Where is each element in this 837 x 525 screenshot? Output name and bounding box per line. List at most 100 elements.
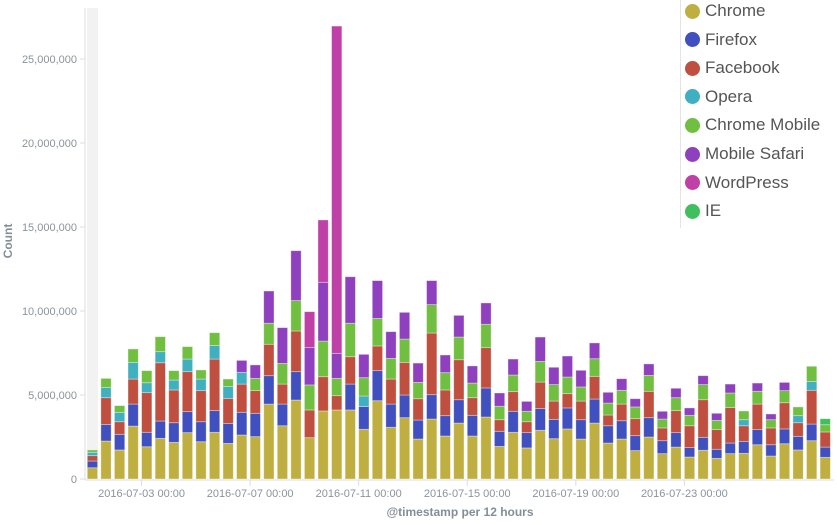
bar-segment-chrome[interactable]	[588, 422, 601, 480]
bar-segment-chrome-mobile[interactable]	[480, 323, 492, 349]
bar-segment-chrome[interactable]	[480, 416, 492, 480]
bar-segment-chrome-mobile[interactable]	[222, 378, 234, 388]
bar-segment-facebook[interactable]	[127, 378, 139, 405]
bar-segment-chrome[interactable]	[127, 425, 139, 480]
bar-segment-facebook[interactable]	[100, 397, 112, 425]
bar-segment-opera[interactable]	[181, 358, 193, 373]
bar-segment-facebook[interactable]	[778, 402, 791, 430]
bar-segment-mobile-safari[interactable]	[453, 314, 465, 338]
bar-segment-chrome-mobile[interactable]	[439, 372, 451, 391]
bar-stack[interactable]	[263, 290, 275, 480]
bar-segment-mobile-safari[interactable]	[602, 391, 614, 404]
bar-stack[interactable]	[195, 369, 207, 480]
bar-stack[interactable]	[588, 342, 601, 480]
bar-segment-chrome[interactable]	[371, 400, 383, 480]
bar-segment-facebook[interactable]	[290, 330, 302, 373]
bar-stack[interactable]	[317, 219, 329, 480]
bar-stack[interactable]	[697, 375, 709, 480]
bar-segment-chrome[interactable]	[683, 456, 696, 480]
bar-segment-chrome-mobile[interactable]	[385, 357, 397, 380]
bar-stack[interactable]	[521, 400, 533, 480]
bar-segment-chrome[interactable]	[466, 435, 478, 480]
bar-stack[interactable]	[344, 276, 356, 480]
bar-segment-mobile-safari[interactable]	[697, 375, 709, 385]
bar-segment-chrome-mobile[interactable]	[466, 382, 478, 399]
legend-item-opera[interactable]: Opera	[685, 85, 752, 109]
bar-segment-firefox[interactable]	[643, 417, 655, 438]
bar-stack[interactable]	[466, 365, 478, 480]
bar-segment-chrome-mobile[interactable]	[765, 419, 777, 429]
bar-segment-mobile-safari[interactable]	[344, 276, 356, 324]
bar-stack[interactable]	[629, 398, 641, 480]
bar-segment-firefox[interactable]	[385, 403, 397, 428]
bar-stack[interactable]	[683, 407, 696, 480]
bar-segment-facebook[interactable]	[656, 427, 668, 442]
legend-item-ie[interactable]: IE	[685, 199, 721, 223]
bar-segment-mobile-safari[interactable]	[616, 378, 628, 391]
bar-segment-chrome[interactable]	[493, 446, 506, 480]
bar-segment-firefox[interactable]	[534, 408, 546, 431]
bar-segment-mobile-safari[interactable]	[290, 250, 302, 301]
bar-segment-chrome[interactable]	[209, 431, 221, 480]
bar-segment-chrome-mobile[interactable]	[602, 402, 614, 416]
bar-stack[interactable]	[426, 280, 438, 480]
bar-segment-chrome-mobile[interactable]	[100, 377, 112, 389]
bar-segment-chrome-mobile[interactable]	[168, 370, 180, 381]
bar-segment-firefox[interactable]	[86, 460, 99, 469]
bar-segment-chrome-mobile[interactable]	[751, 390, 763, 405]
bar-segment-chrome[interactable]	[412, 438, 424, 480]
bar-stack[interactable]	[575, 369, 587, 480]
bar-stack[interactable]	[100, 377, 112, 480]
bar-segment-chrome[interactable]	[86, 467, 99, 480]
bar-segment-chrome[interactable]	[439, 435, 451, 480]
bar-segment-chrome[interactable]	[561, 428, 573, 480]
bar-segment-chrome[interactable]	[711, 457, 723, 480]
bar-segment-chrome-mobile[interactable]	[181, 346, 193, 360]
bar-segment-facebook[interactable]	[181, 371, 193, 413]
bar-segment-chrome-mobile[interactable]	[575, 386, 587, 402]
bar-segment-chrome[interactable]	[548, 438, 560, 480]
bar-segment-mobile-safari[interactable]	[765, 413, 777, 421]
bar-segment-chrome[interactable]	[765, 455, 777, 480]
bar-segment-facebook[interactable]	[751, 403, 763, 431]
bar-segment-firefox[interactable]	[276, 403, 288, 427]
bar-segment-facebook[interactable]	[263, 343, 275, 377]
bar-segment-chrome-mobile[interactable]	[507, 374, 519, 393]
bar-segment-facebook[interactable]	[806, 389, 818, 425]
bar-segment-mobile-safari[interactable]	[331, 352, 343, 379]
bar-segment-facebook[interactable]	[344, 356, 356, 385]
bar-stack[interactable]	[778, 381, 791, 480]
bar-stack[interactable]	[86, 449, 99, 480]
bar-segment-firefox[interactable]	[290, 371, 302, 401]
bar-segment-mobile-safari[interactable]	[439, 354, 451, 374]
bar-segment-chrome-mobile[interactable]	[371, 317, 383, 347]
bar-stack[interactable]	[209, 332, 221, 480]
bar-stack[interactable]	[412, 362, 424, 480]
bar-segment-mobile-safari[interactable]	[249, 364, 261, 379]
bar-segment-chrome-mobile[interactable]	[792, 406, 804, 417]
bar-segment-chrome[interactable]	[236, 434, 248, 480]
bar-stack[interactable]	[114, 405, 126, 480]
bar-segment-facebook[interactable]	[249, 390, 261, 414]
bar-segment-facebook[interactable]	[399, 362, 411, 396]
bar-segment-opera[interactable]	[209, 345, 221, 360]
bar-segment-mobile-safari[interactable]	[358, 353, 370, 379]
bar-segment-chrome[interactable]	[195, 441, 207, 480]
bar-segment-mobile-safari[interactable]	[412, 362, 424, 383]
bar-segment-chrome-mobile[interactable]	[399, 338, 411, 363]
bar-segment-chrome-mobile[interactable]	[426, 304, 438, 334]
legend-item-mobile-safari[interactable]: Mobile Safari	[685, 142, 804, 166]
bar-segment-chrome[interactable]	[643, 436, 655, 480]
bar-segment-chrome-mobile[interactable]	[778, 390, 791, 404]
bar-segment-facebook[interactable]	[86, 455, 99, 462]
bar-stack[interactable]	[181, 346, 193, 480]
bar-segment-chrome[interactable]	[317, 410, 329, 480]
bar-segment-facebook[interactable]	[697, 399, 709, 438]
bar-segment-facebook[interactable]	[548, 400, 560, 420]
bar-segment-firefox[interactable]	[806, 423, 818, 442]
bar-segment-facebook[interactable]	[616, 403, 628, 422]
bar-stack[interactable]	[127, 348, 139, 480]
bar-segment-firefox[interactable]	[683, 447, 696, 458]
bar-stack[interactable]	[331, 25, 343, 480]
bar-segment-chrome[interactable]	[399, 417, 411, 480]
